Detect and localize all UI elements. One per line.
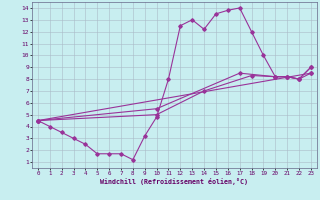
X-axis label: Windchill (Refroidissement éolien,°C): Windchill (Refroidissement éolien,°C)	[100, 178, 248, 185]
